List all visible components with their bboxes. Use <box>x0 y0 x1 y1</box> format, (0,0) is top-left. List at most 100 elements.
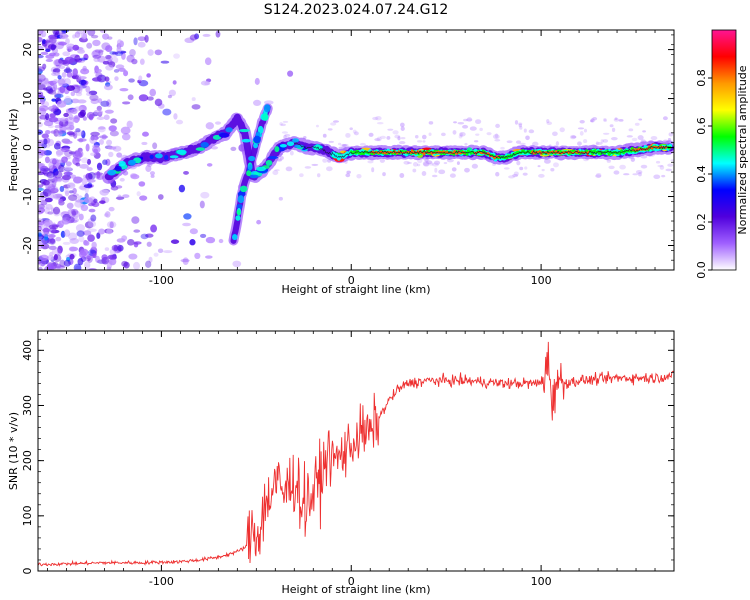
spectrogram-noise-blob <box>55 236 62 242</box>
spectrogram-noise-blob <box>76 99 87 104</box>
spectrogram-noise-blob <box>423 162 430 167</box>
spectrogram-noise-blob <box>205 122 214 130</box>
spectrogram-noise-blob <box>494 133 499 139</box>
spectrogram-noise-blob <box>102 33 110 40</box>
spectrogram-noise-blob <box>38 232 42 237</box>
spectrogram-noise-blob <box>65 161 72 167</box>
spectrogram-noise-blob <box>117 194 122 201</box>
spectrogram-noise-blob <box>82 230 92 236</box>
spectrogram-noise-blob <box>38 139 44 147</box>
spectrogram-noise-blob <box>68 48 73 52</box>
spectrogram-xlabel: Height of straight line (km) <box>281 283 430 296</box>
spectrogram-noise-blob <box>160 60 170 64</box>
spectrogram-noise-blob <box>57 130 67 134</box>
spectrogram-noise-blob <box>552 131 558 137</box>
spectrogram-noise-blob <box>138 75 143 82</box>
spectrogram-noise-blob <box>90 131 100 137</box>
spectrogram-noise-blob <box>38 129 43 135</box>
spectrogram-noise-blob <box>494 139 501 142</box>
spectrogram-noise-blob <box>464 142 468 146</box>
spectrogram-noise-blob <box>515 140 522 144</box>
spectrogram-noise-blob <box>86 158 92 165</box>
spectrogram-noise-blob <box>88 208 96 213</box>
spectrogram-noise-blob <box>667 138 672 141</box>
spectrogram-noise-blob <box>178 184 186 193</box>
spectrogram-noise-blob <box>183 170 189 175</box>
spectrogram-ridge-clump <box>267 156 279 160</box>
spectrogram-noise-blob <box>76 74 82 83</box>
spectrogram-branch-clump <box>246 170 252 177</box>
spectrogram-noise-blob <box>56 30 63 34</box>
spectrogram-ytick-label: 0 <box>21 144 34 151</box>
spectrogram-noise-blob <box>93 109 103 115</box>
spectrogram-noise-blob <box>154 49 162 56</box>
spectrogram-noise-blob <box>63 259 71 267</box>
spectrogram-ridge-clump <box>241 138 251 143</box>
spectrogram-noise-blob <box>38 95 45 99</box>
spectrogram-noise-blob <box>114 76 119 82</box>
spectrogram-noise-blob <box>85 85 91 93</box>
spectrogram-noise-blob <box>592 116 598 121</box>
spectrogram-noise-blob <box>77 49 86 54</box>
spectrogram-noise-blob <box>52 68 61 73</box>
spectrogram-noise-blob <box>52 79 58 84</box>
spectrogram-noise-blob <box>83 184 93 189</box>
spectrogram-noise-blob <box>392 130 399 135</box>
spectrogram-noise-blob <box>449 173 456 178</box>
spectrogram-noise-blob <box>112 51 119 55</box>
spectrogram-noise-blob <box>130 174 140 180</box>
snr-ytick-label: 0 <box>21 568 34 575</box>
spectrogram-noise-blob <box>374 138 381 142</box>
spectrogram-noise-blob <box>45 86 54 94</box>
spectrogram-noise-blob <box>638 118 643 121</box>
spectrogram-noise-blob <box>104 76 110 82</box>
spectrogram-noise-blob <box>254 77 260 85</box>
spectrogram-noise-blob <box>382 172 386 177</box>
spectrogram-ridge-clump <box>249 174 259 179</box>
spectrogram-noise-blob <box>253 99 262 106</box>
spectrogram-noise-blob <box>101 256 110 265</box>
spectrogram-noise-blob <box>120 126 131 135</box>
spectrogram-noise-blob <box>330 122 337 126</box>
spectrogram-noise-blob <box>72 34 77 39</box>
spectrogram-noise-blob <box>376 136 382 142</box>
spectrogram-noise-blob <box>38 171 45 176</box>
spectrogram-noise-blob <box>74 54 81 62</box>
snr-ticks: -100 0 100 0 100 200 300 400 <box>21 331 675 588</box>
spectrogram-noise-blob <box>127 94 134 101</box>
spectrogram-noise-blob <box>602 132 610 135</box>
spectrogram-noise-blob <box>38 78 45 85</box>
spectrogram-noise-blob <box>88 90 98 96</box>
spectrogram-noise-blob <box>53 108 62 116</box>
spectrogram-noise-blob <box>659 165 665 170</box>
spectrogram-noise-blob <box>69 238 80 245</box>
spectrogram-noise-blob <box>603 118 607 122</box>
spectrogram-noise-blob <box>453 121 457 124</box>
spectrogram-ridge-clump <box>127 160 136 166</box>
spectrogram-noise-blob <box>46 255 55 261</box>
spectrogram-branch-clump <box>257 125 264 134</box>
spectrogram-noise-blob <box>614 117 618 121</box>
spectrogram-noise-blob <box>379 158 385 163</box>
spectrogram-noise-blob <box>168 89 177 97</box>
spectrogram-noise-blob <box>63 229 71 237</box>
spectrogram-noise-blob <box>105 55 113 63</box>
spectrogram-noise-blob <box>459 132 463 137</box>
spectrogram-noise-blob <box>399 172 405 178</box>
spectrogram-noise-blob <box>137 79 142 84</box>
spectrogram-noise-blob <box>43 149 52 156</box>
spectrogram-noise-blob <box>39 165 49 174</box>
spectrogram-noise-blob <box>667 163 674 167</box>
spectrogram-noise-blob <box>142 131 149 137</box>
spectrogram-noise-blob <box>457 121 465 125</box>
spectrogram-noise-blob <box>79 164 89 169</box>
spectrogram-noise-blob <box>56 100 67 108</box>
spectrogram-noise-blob <box>64 190 70 197</box>
spectrogram-noise-blob <box>577 127 585 130</box>
spectrogram-branch-clump <box>236 209 241 216</box>
spectrogram-ridge-clump <box>114 165 122 172</box>
spectrogram-noise-blob <box>400 136 406 140</box>
spectrogram-noise-blob <box>99 200 106 204</box>
spectrogram-noise-blob <box>99 189 110 196</box>
spectrogram-noise-blob <box>61 147 70 153</box>
